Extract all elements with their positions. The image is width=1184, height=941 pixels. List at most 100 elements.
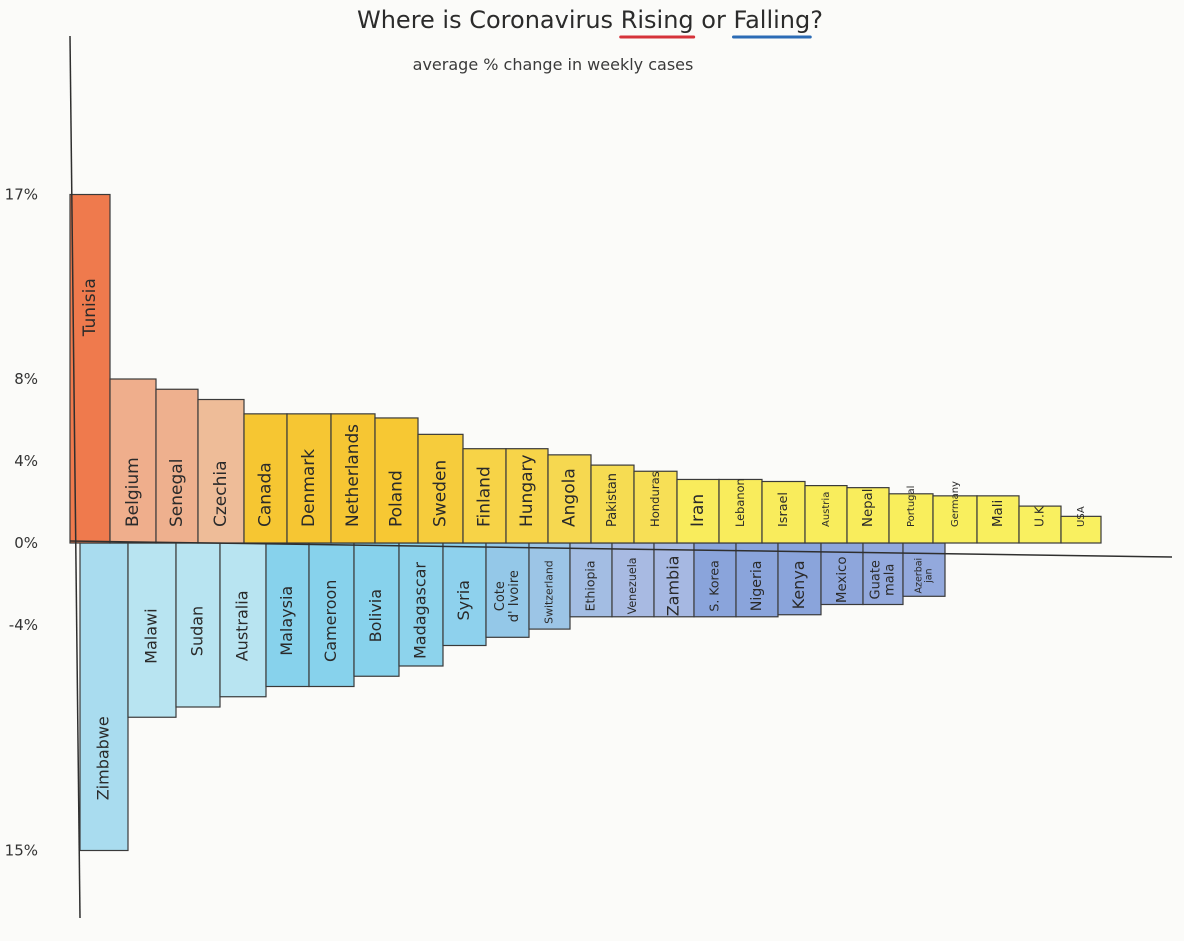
rising-bar [761, 480, 806, 544]
falling-bar-label: jan [924, 568, 935, 583]
rising-bar-label: Hungary [517, 454, 537, 527]
falling-bar [265, 542, 310, 688]
falling-bar [398, 542, 444, 667]
falling-bar-label: Malawi [142, 608, 161, 663]
rising-bar-label: USA [1076, 506, 1087, 527]
rising-bar-label: Iran [688, 494, 708, 527]
rising-bar [1060, 515, 1102, 544]
falling-bar-label: Guate [868, 560, 883, 599]
rising-bar-label: Austria [821, 492, 832, 527]
rising-bar [804, 485, 848, 544]
falling-bar [485, 542, 530, 638]
falling-bar [442, 542, 487, 647]
axes [69, 35, 1173, 919]
title-prefix: Where is Coronavirus [357, 6, 621, 34]
rising-bar [590, 464, 635, 544]
rising-bar [932, 495, 978, 544]
rising-bars: Tunisia Belgium Senegal Czechia Canada Denmar… [69, 193, 1102, 544]
rising-bar-label: Mali [991, 500, 1006, 527]
falling-bars: Zimbabwe Malawi Sudan Australia Malaysia Came… [79, 542, 946, 852]
rising-bar-label: Belgium [123, 457, 143, 527]
falling-bar [735, 542, 779, 618]
falling-bar-label: Bolivia [366, 589, 385, 642]
y-tick-label: 4% [14, 452, 38, 470]
x-axis-line [69, 540, 1173, 558]
falling-bar-label: Nigeria [749, 561, 765, 612]
rising-bar [155, 388, 199, 544]
chart-subtitle: average % change in weekly cases [413, 55, 694, 74]
rising-bar-label: Poland [387, 470, 407, 527]
rising-bar [417, 433, 464, 544]
falling-bar [611, 542, 655, 618]
falling-bar [353, 542, 400, 677]
rising-bar [197, 398, 245, 544]
falling-bar-label: Kenya [789, 560, 808, 609]
rising-bar-label: Sweden [431, 460, 451, 527]
falling-bar-label: Cameroon [321, 580, 340, 662]
falling-bar-label: Cote [493, 581, 508, 611]
rising-bar-label: Denmark [299, 449, 319, 527]
falling-bar-label: Malaysia [277, 586, 296, 656]
rising-bar-label: Czechia [211, 460, 231, 527]
rising-bar-label: Finland [475, 466, 495, 527]
rising-bar-label: Angola [560, 468, 580, 527]
rising-bar [109, 378, 157, 544]
rising-bar-label: Nepal [861, 489, 876, 527]
rising-bar [676, 478, 720, 544]
falling-bar-label: Azerbai [913, 558, 924, 594]
rising-bar-label: Netherlands [342, 424, 362, 527]
falling-bar [902, 542, 946, 597]
y-tick-label: - 15% [0, 842, 38, 860]
falling-bar-label: Zambia [664, 556, 683, 617]
rising-bar-label: Portugal [906, 486, 917, 527]
falling-bar-label: Syria [454, 580, 473, 620]
rising-bar-label: Senegal [167, 459, 187, 527]
rising-bar-label: Pakistan [605, 473, 620, 527]
rising-bar-label: Israel [776, 492, 791, 527]
rising-bar [286, 413, 332, 544]
rising-bar-label: Lebanon [733, 478, 747, 527]
falling-bar [79, 542, 129, 852]
falling-bar-label: S. Korea [707, 560, 722, 611]
falling-bar [777, 542, 822, 616]
y-tick-label: 8% [14, 370, 38, 388]
title-rising: Rising [621, 6, 694, 34]
title-suffix: ? [810, 6, 823, 34]
rising-bar [69, 193, 111, 544]
rising-bar-label: Germany [950, 481, 961, 527]
falling-bar [820, 542, 864, 606]
rising-bar [888, 493, 934, 544]
falling-bar-label: d' Ivoire [507, 570, 522, 622]
falling-bar-label: Zimbabwe [94, 716, 113, 800]
rising-bar [547, 454, 592, 544]
falling-bar-label: Switzerland [543, 560, 556, 624]
rising-bar-label: Tunisia [80, 278, 100, 337]
y-axis-line [69, 35, 81, 919]
falling-bar [569, 542, 613, 618]
y-tick-label: 0% [14, 534, 38, 552]
falling-bar-label: Venezuela [626, 557, 639, 614]
rising-bar [374, 417, 419, 544]
falling-bar [219, 542, 267, 698]
y-tick-label: -4% [9, 616, 38, 634]
rising-bar-label: Honduras [648, 471, 662, 527]
falling-bar-label: Ethiopia [583, 560, 598, 611]
title-middle: or [694, 6, 734, 34]
y-axis-ticks: 17% 8% 4% 0% -4% - 15% [0, 186, 38, 860]
rising-bar [243, 413, 288, 544]
rising-bar [633, 470, 678, 544]
chart-title: Where is Coronavirus Rising or Falling? [357, 6, 823, 34]
falling-bar [693, 542, 737, 618]
rising-bar-label: Canada [256, 462, 276, 527]
rising-bar-label: U.K [1033, 505, 1047, 527]
falling-bar-label: Mexico [835, 557, 850, 603]
falling-bar-label: Australia [233, 590, 252, 661]
title-falling: Falling [733, 6, 810, 34]
rising-bar [1018, 505, 1062, 544]
falling-bar [127, 542, 177, 718]
falling-bar-label: mala [883, 564, 898, 596]
rising-bar [976, 495, 1020, 544]
y-tick-label: 17% [5, 186, 38, 204]
falling-bar-label: Madagascar [411, 562, 430, 659]
